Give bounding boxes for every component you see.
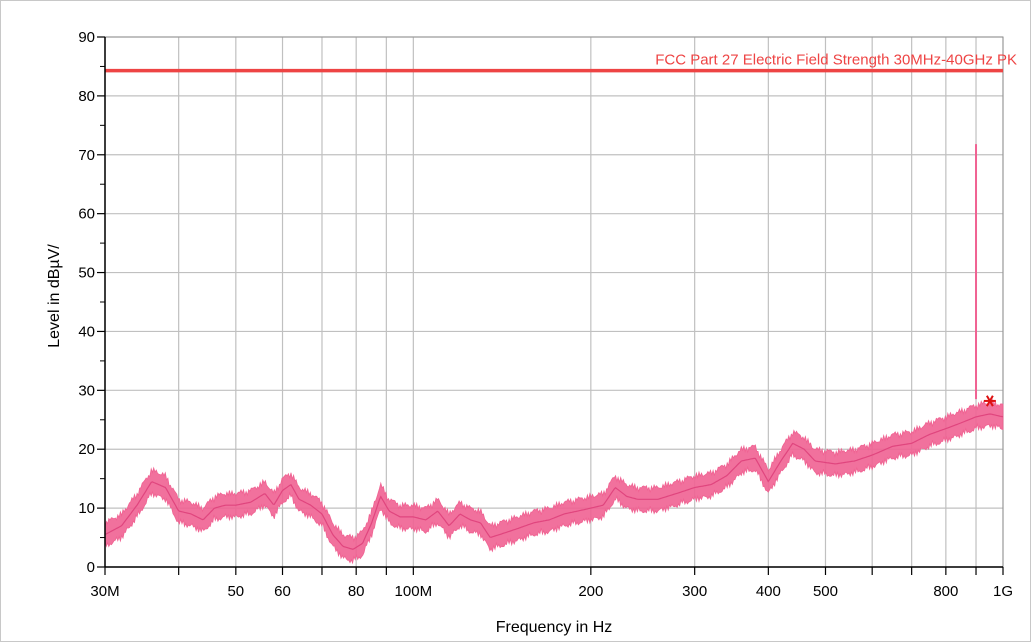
x-tick-label: 1G <box>993 583 1013 600</box>
y-tick-label: 90 <box>78 29 95 46</box>
x-tick-label: 300 <box>682 583 707 600</box>
y-tick-label: 60 <box>78 206 95 223</box>
x-tick-label: 800 <box>933 583 958 600</box>
x-tick-label: 30M <box>90 583 119 600</box>
y-tick-label: 10 <box>78 500 95 517</box>
plot-frame <box>104 36 1004 568</box>
y-tick-label: 40 <box>78 323 95 340</box>
x-tick-label: 50 <box>227 583 244 600</box>
series-trace <box>104 413 1004 550</box>
gridlines <box>104 36 1004 568</box>
peak-marker <box>983 395 996 407</box>
y-tick-label: 20 <box>78 441 95 458</box>
y-tick-label: 80 <box>78 88 95 105</box>
x-tick-label: 80 <box>348 583 365 600</box>
x-tick-label: 60 <box>274 583 291 600</box>
marker-stroke <box>985 395 994 407</box>
axes <box>97 36 1004 575</box>
limit-line-group: FCC Part 27 Electric Field Strength 30MH… <box>105 52 1017 73</box>
y-tick-label: 70 <box>78 147 95 164</box>
tick-labels: 0 10 20 30 40 50 60 70 80 90 30M 50 60 80 100M 200 300 40… <box>78 29 1013 600</box>
x-tick-label: 400 <box>756 583 781 600</box>
x-tick-label: 200 <box>578 583 603 600</box>
y-tick-label: 50 <box>78 265 95 282</box>
y-axis-label: Level in dBµV/ <box>46 244 63 348</box>
x-tick-label: 500 <box>813 583 838 600</box>
y-tick-label: 30 <box>78 382 95 399</box>
y-tick-label: 0 <box>87 559 95 576</box>
noise-band <box>104 398 1004 565</box>
limit-line-label: FCC Part 27 Electric Field Strength 30MH… <box>655 52 1017 69</box>
x-tick-label: 100M <box>395 583 433 600</box>
x-axis-label: Frequency in Hz <box>496 619 613 636</box>
measurement-series <box>104 144 1004 565</box>
